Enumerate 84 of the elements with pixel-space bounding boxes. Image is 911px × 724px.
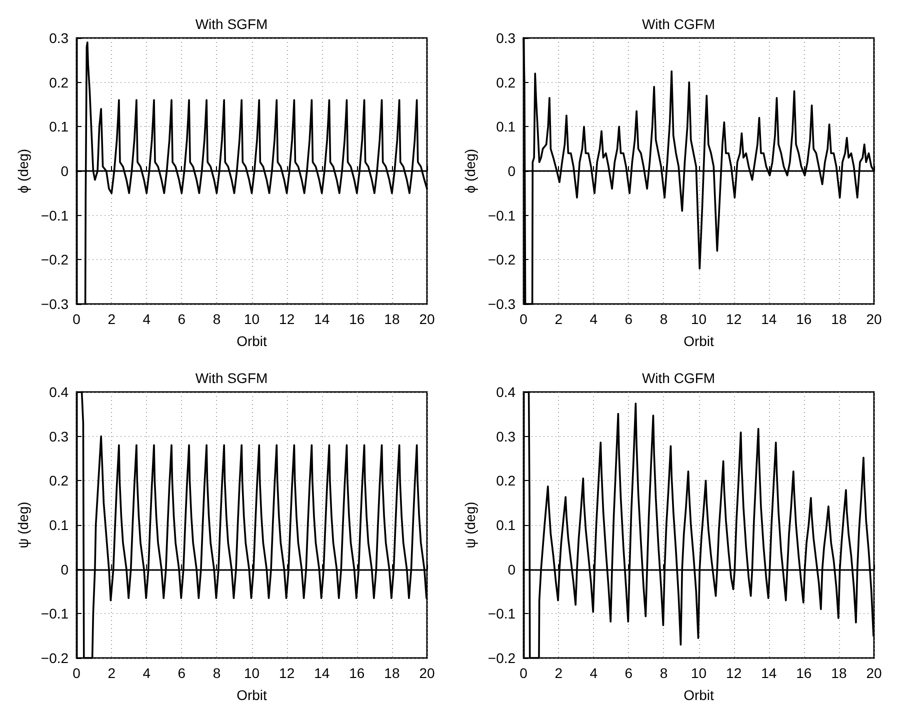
chart-title: With CGFM bbox=[642, 370, 716, 386]
chart-title: With SGFM bbox=[195, 370, 268, 386]
x-tick-label: 10 bbox=[690, 311, 707, 327]
x-tick-label: 14 bbox=[314, 311, 330, 327]
x-tick-label: 10 bbox=[244, 311, 260, 327]
y-axis-title: ϕ (deg) bbox=[462, 148, 478, 194]
x-tick-label: 14 bbox=[314, 665, 330, 681]
x-tick-label: 4 bbox=[590, 311, 598, 327]
x-tick-label: 18 bbox=[831, 665, 847, 681]
x-tick-label: 14 bbox=[761, 665, 777, 681]
x-axis-title: Orbit bbox=[684, 333, 714, 349]
x-tick-label: 2 bbox=[554, 311, 563, 327]
x-axis-title: Orbit bbox=[684, 687, 714, 703]
x-tick-label: 8 bbox=[212, 665, 221, 681]
x-tick-label: 0 bbox=[72, 665, 81, 681]
x-tick-label: 6 bbox=[624, 311, 633, 327]
x-tick-label: 18 bbox=[384, 665, 400, 681]
x-tick-label: 0 bbox=[520, 311, 528, 327]
y-tick-label: 0.3 bbox=[49, 428, 69, 444]
y-tick-label: 0.2 bbox=[49, 472, 69, 489]
x-tick-label: 8 bbox=[660, 665, 668, 681]
y-axis-title: ψ (deg) bbox=[462, 502, 478, 548]
x-tick-label: 16 bbox=[349, 665, 365, 681]
y-axis-title: ϕ (deg) bbox=[15, 148, 31, 194]
x-tick-label: 6 bbox=[178, 665, 186, 681]
x-tick-label: 10 bbox=[244, 665, 260, 681]
x-tick-label: 0 bbox=[520, 665, 528, 681]
x-tick-label: 2 bbox=[108, 311, 116, 327]
y-tick-label: 0.3 bbox=[496, 428, 516, 444]
y-tick-label: 0 bbox=[60, 561, 69, 578]
y-tick-label: 0.1 bbox=[49, 517, 69, 533]
x-tick-label: 16 bbox=[349, 311, 365, 327]
y-tick-label: −0.3 bbox=[488, 296, 516, 312]
x-tick-label: 16 bbox=[796, 665, 812, 681]
x-axis-title: Orbit bbox=[236, 687, 268, 703]
x-tick-label: 20 bbox=[866, 665, 882, 681]
x-tick-label: 16 bbox=[796, 311, 812, 327]
y-tick-label: −0.1 bbox=[40, 207, 69, 224]
y-tick-label: −0.2 bbox=[488, 650, 516, 666]
y-tick-label: −0.3 bbox=[40, 296, 69, 312]
x-tick-label: 20 bbox=[419, 311, 435, 327]
y-tick-label: 0.1 bbox=[496, 517, 516, 533]
y-tick-label: −0.1 bbox=[488, 207, 516, 224]
x-tick-label: 6 bbox=[624, 665, 633, 681]
x-tick-label: 18 bbox=[384, 311, 400, 327]
x-tick-label: 12 bbox=[726, 665, 742, 681]
y-tick-label: 0.2 bbox=[49, 74, 69, 90]
x-tick-label: 6 bbox=[178, 311, 186, 327]
y-tick-label: 0 bbox=[508, 561, 516, 578]
y-tick-label: 0 bbox=[60, 163, 69, 179]
x-tick-label: 20 bbox=[419, 665, 435, 681]
y-tick-label: 0.4 bbox=[49, 384, 69, 400]
x-tick-label: 2 bbox=[108, 665, 116, 681]
y-tick-label: −0.1 bbox=[488, 606, 516, 622]
y-tick-label: −0.2 bbox=[488, 252, 516, 268]
x-tick-label: 4 bbox=[142, 665, 151, 681]
y-tick-label: 0.1 bbox=[496, 118, 516, 135]
y-tick-label: 0 bbox=[508, 163, 516, 179]
x-tick-label: 20 bbox=[866, 311, 882, 327]
y-tick-label: −0.2 bbox=[40, 650, 69, 666]
x-tick-label: 4 bbox=[590, 665, 598, 681]
x-tick-label: 2 bbox=[554, 665, 563, 681]
x-tick-label: 4 bbox=[142, 311, 151, 327]
y-tick-label: 0.3 bbox=[49, 30, 69, 46]
y-axis-title: ψ (deg) bbox=[15, 502, 31, 548]
chart-title: With CGFM bbox=[642, 16, 716, 32]
y-tick-label: −0.2 bbox=[40, 252, 69, 268]
y-tick-label: 0.4 bbox=[496, 384, 516, 400]
x-tick-label: 8 bbox=[660, 311, 668, 327]
y-tick-label: 0.1 bbox=[49, 118, 69, 135]
x-tick-label: 12 bbox=[279, 665, 295, 681]
x-tick-label: 14 bbox=[761, 311, 777, 327]
x-tick-label: 0 bbox=[72, 311, 81, 327]
x-axis-title: Orbit bbox=[236, 333, 268, 349]
y-tick-label: 0.2 bbox=[496, 74, 516, 90]
x-tick-label: 10 bbox=[690, 665, 707, 681]
y-tick-label: 0.3 bbox=[496, 30, 516, 46]
chart-title: With SGFM bbox=[195, 16, 268, 32]
x-tick-label: 8 bbox=[212, 311, 221, 327]
x-tick-label: 12 bbox=[726, 311, 742, 327]
y-tick-label: −0.1 bbox=[40, 606, 69, 622]
x-tick-label: 12 bbox=[279, 311, 295, 327]
x-tick-label: 18 bbox=[831, 311, 847, 327]
y-tick-label: 0.2 bbox=[496, 472, 516, 489]
